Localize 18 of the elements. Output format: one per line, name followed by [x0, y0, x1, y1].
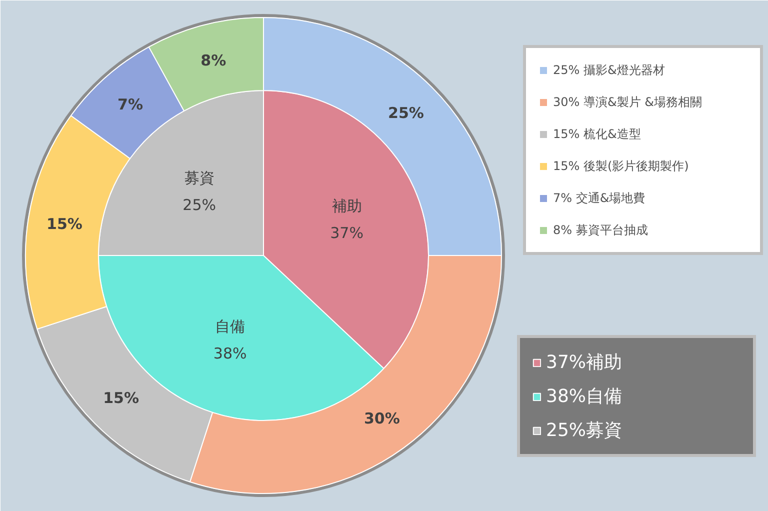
legend-label: 37%補助: [546, 351, 624, 374]
data-label: 7%: [118, 95, 143, 114]
legend-label: 15% 後製(影片後期製作): [553, 158, 690, 174]
legend-label: 25% 攝影&燈光器材: [553, 62, 666, 78]
data-label: 25%: [388, 104, 424, 122]
data-label: 15%: [46, 214, 82, 233]
data-label: 自備 38%: [213, 317, 247, 362]
data-label: 募資 25%: [182, 168, 216, 214]
legend-label: 30% 導演&製片 &場務相關: [553, 94, 704, 110]
legend-label: 38%自備: [546, 385, 624, 408]
legend-label: 25%募資: [546, 419, 624, 442]
legend-label: 8% 募資平台抽成: [553, 222, 649, 238]
data-label: 15%: [103, 388, 139, 407]
data-label: 8%: [200, 51, 226, 70]
data-label: 補助 37%: [330, 196, 364, 242]
legend-label: 15% 梳化&造型: [553, 126, 642, 142]
data-label: 30%: [364, 410, 400, 428]
legend-label: 7% 交通&場地費: [553, 190, 646, 206]
